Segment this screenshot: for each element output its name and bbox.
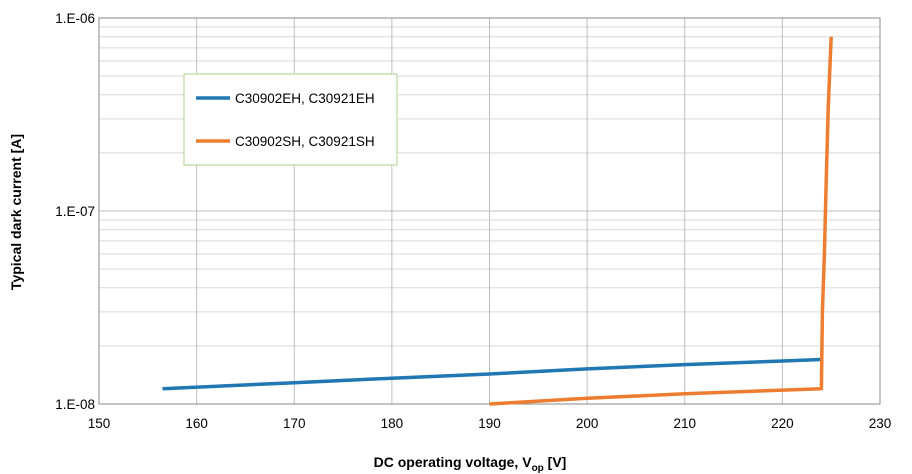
series-line-c30902sh bbox=[489, 36, 833, 406]
x-tick-label: 210 bbox=[673, 416, 696, 431]
x-tick-label: 150 bbox=[88, 416, 111, 431]
x-axis-title-unit: [V] bbox=[544, 454, 567, 470]
x-axis-ticks: 150 160 170 180 190 200 210 220 230 bbox=[88, 416, 892, 431]
y-tick-label: 1.E-06 bbox=[55, 11, 95, 26]
legend-label-c30902sh: C30902SH, C30921SH bbox=[235, 134, 375, 149]
y-axis-ticks: 1.E-08 1.E-07 1.E-06 bbox=[55, 11, 95, 412]
y-tick-label: 1.E-08 bbox=[55, 397, 95, 412]
x-tick-label: 160 bbox=[185, 416, 208, 431]
x-tick-label: 200 bbox=[576, 416, 599, 431]
legend: C30902EH, C30921EH C30902SH, C30921SH bbox=[183, 73, 398, 166]
x-tick-label: 190 bbox=[478, 416, 501, 431]
series-line-c30902eh bbox=[162, 357, 822, 391]
series-layer bbox=[162, 36, 833, 406]
y-tick-label: 1.E-07 bbox=[55, 204, 95, 219]
x-axis-title-main: DC operating voltage, V bbox=[374, 454, 533, 470]
legend-box bbox=[183, 73, 398, 166]
x-tick-label: 220 bbox=[771, 416, 794, 431]
legend-label-c30902eh: C30902EH, C30921EH bbox=[235, 91, 375, 106]
x-axis-title: DC operating voltage, Vop [V] bbox=[374, 454, 567, 474]
x-tick-label: 170 bbox=[283, 416, 306, 431]
x-tick-label: 180 bbox=[381, 416, 404, 431]
x-axis-title-subscript: op bbox=[532, 463, 544, 474]
x-tick-label: 230 bbox=[869, 416, 892, 431]
y-axis-title: Typical dark current [A] bbox=[8, 134, 24, 290]
